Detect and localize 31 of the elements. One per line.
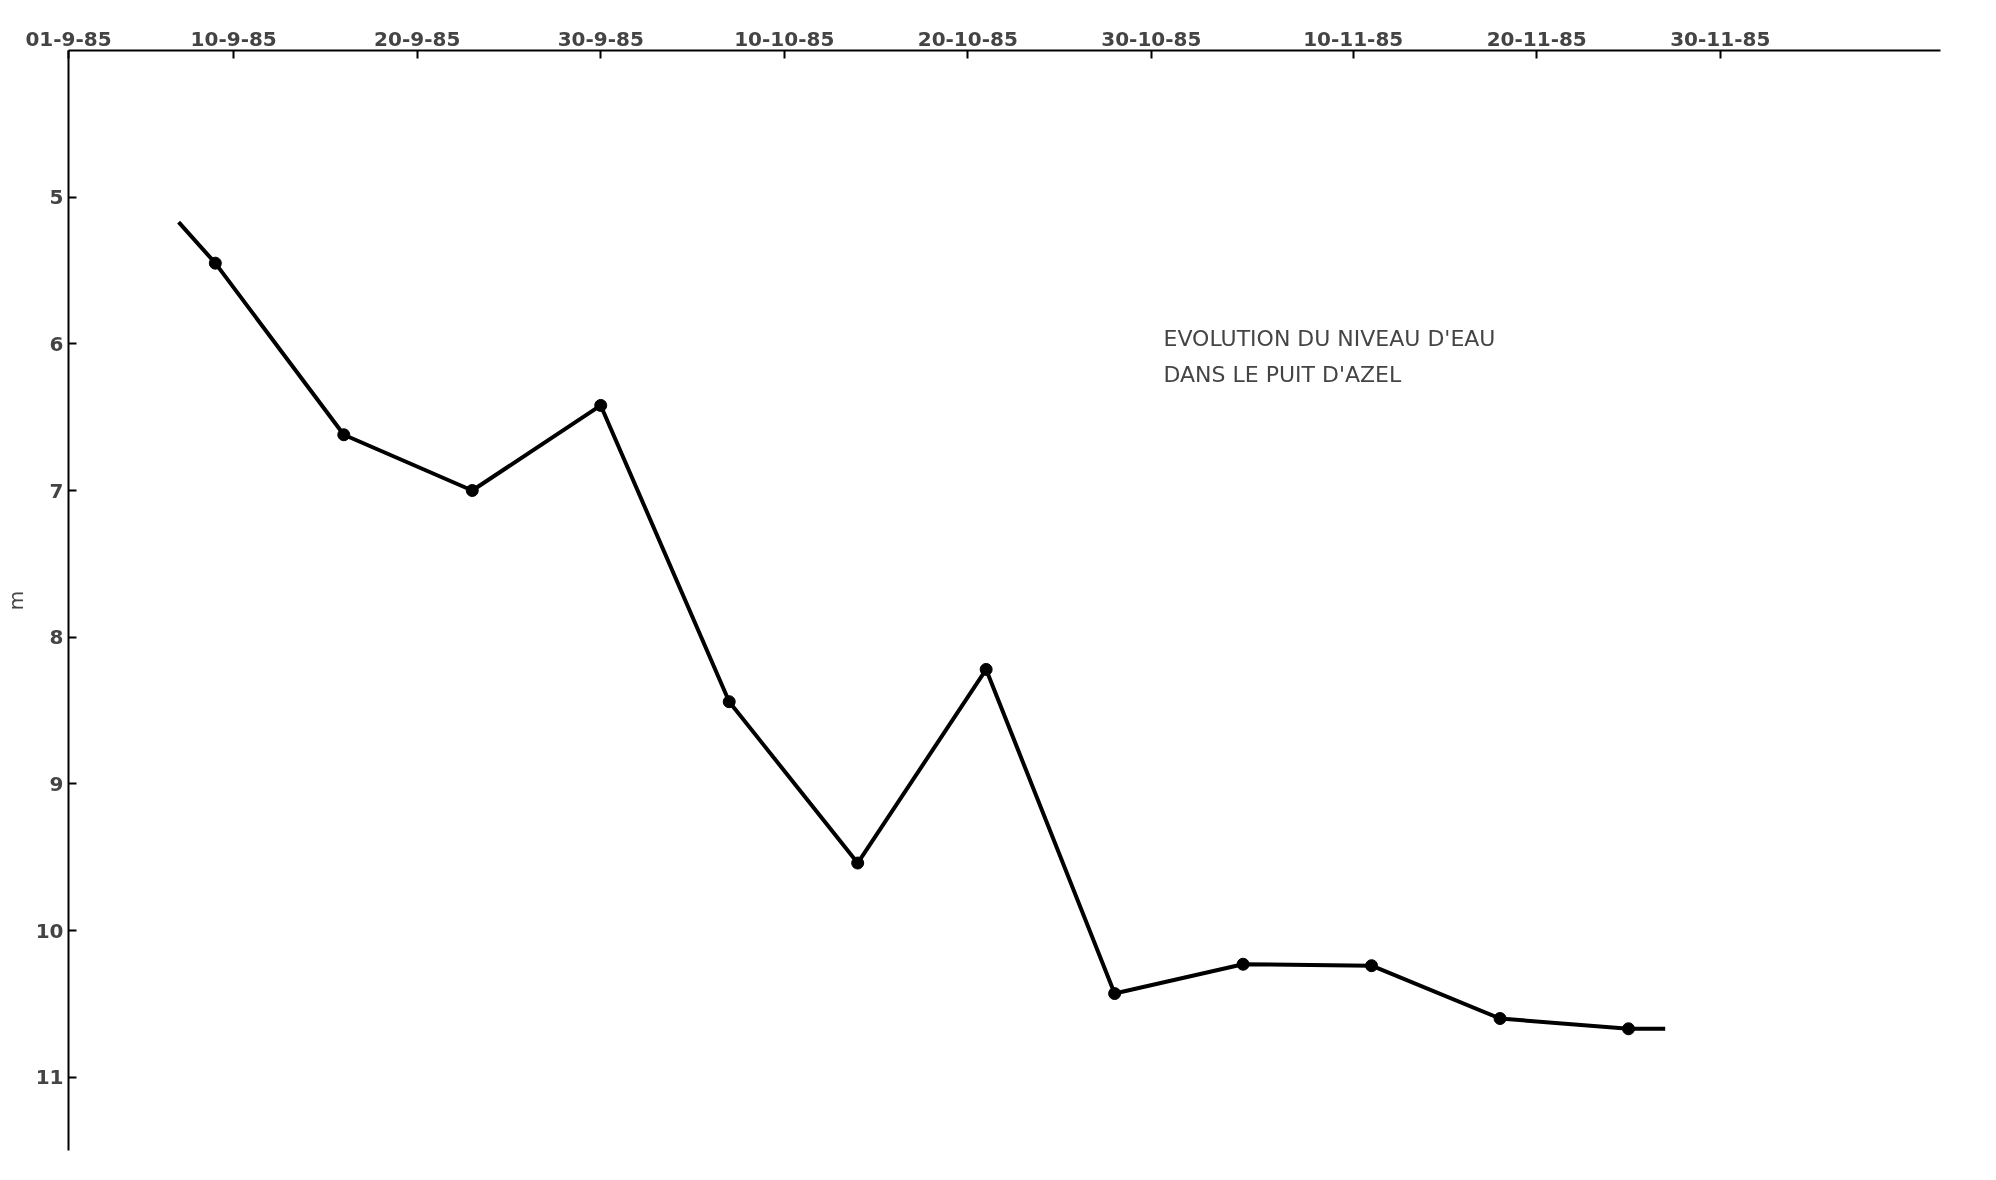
- x-tick-label: 10-11-85: [1303, 26, 1404, 51]
- x-tick-label: 20-10-85: [917, 26, 1018, 51]
- y-axis-title: m: [3, 590, 28, 611]
- point: [722, 695, 736, 709]
- x-tick-label: 30-9-85: [557, 26, 644, 51]
- text: EVOLUTION DU NIVEAU D'EAU DANS LE PUIT D'AZEL: [1163, 325, 1496, 387]
- x-tick-label: 10-10-85: [734, 26, 835, 51]
- y-tick-label: 10: [35, 918, 64, 943]
- point: [1622, 1022, 1635, 1036]
- point: [208, 256, 222, 270]
- x-tick-label: 01-9-85: [25, 26, 112, 51]
- point: [979, 662, 993, 676]
- point: [1493, 1012, 1507, 1025]
- point: [465, 484, 479, 497]
- x-tick-label: 20-9-85: [374, 26, 461, 51]
- point: [1236, 957, 1250, 971]
- y-tick-label: 7: [49, 478, 64, 503]
- y-tick-label: 5: [49, 185, 64, 210]
- point: [1365, 959, 1379, 973]
- y-tick-label: 11: [35, 1065, 64, 1090]
- point: [337, 428, 351, 442]
- x-tick-label: 10-9-85: [190, 26, 277, 51]
- y-tick-label: 8: [49, 625, 64, 650]
- x-tick-label: 20-11-85: [1486, 26, 1587, 51]
- y-tick-label: 6: [49, 331, 64, 356]
- point: [594, 398, 608, 412]
- point: [851, 856, 865, 870]
- x-tick-label: 30-11-85: [1670, 26, 1771, 51]
- x-tick-label: 30-10-85: [1101, 26, 1202, 51]
- point: [1108, 987, 1122, 1001]
- y-tick-label: 9: [49, 771, 64, 796]
